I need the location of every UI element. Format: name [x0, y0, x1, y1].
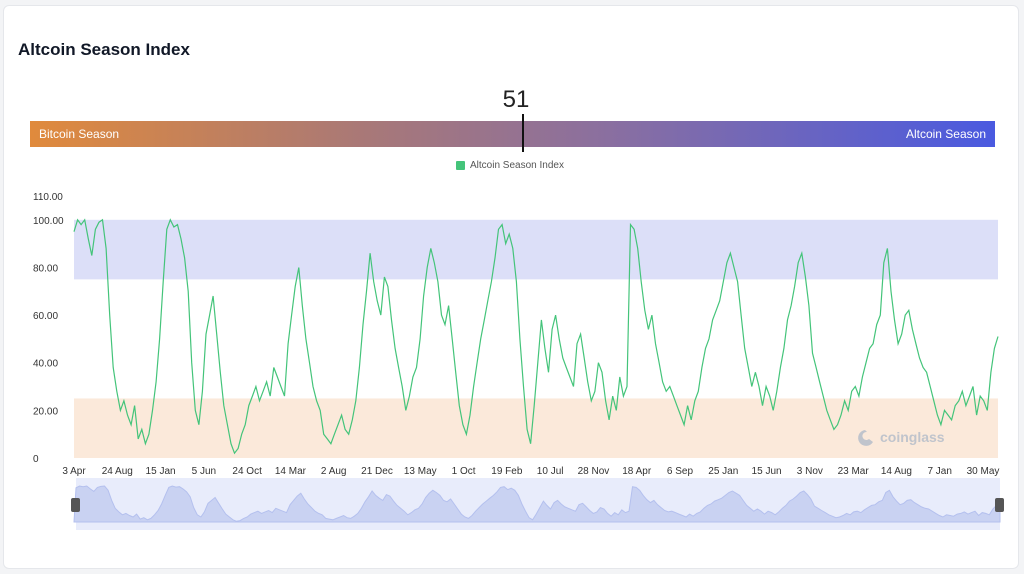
x-tick-label: 21 Dec — [361, 466, 393, 477]
y-tick-label: 100.00 — [33, 216, 64, 227]
x-tick-label: 15 Jan — [146, 466, 176, 477]
y-tick-label: 0 — [33, 454, 39, 465]
season-gradient-bar: Bitcoin Season Altcoin Season — [30, 121, 995, 147]
x-tick-label: 1 Oct — [452, 466, 476, 477]
bitcoin-season-zone — [74, 398, 998, 458]
card-title: Altcoin Season Index — [18, 40, 190, 59]
x-tick-label: 3 Nov — [797, 466, 823, 477]
x-tick-label: 7 Jan — [927, 466, 951, 477]
navigator-handle-left[interactable] — [71, 498, 80, 512]
altcoin-season-label: Altcoin Season — [905, 127, 986, 141]
series-line-altcoin-season-index — [73, 218, 999, 455]
watermark-text: coinglass — [880, 429, 945, 445]
x-tick-label: 14 Mar — [275, 466, 307, 477]
y-tick-label: 110.00 — [33, 192, 63, 203]
altcoin-season-zone — [74, 219, 998, 280]
x-tick-label: 24 Oct — [232, 466, 262, 477]
x-tick-label: 19 Feb — [491, 466, 523, 477]
navigator-handle-right[interactable] — [995, 498, 1004, 512]
current-index-value: 51 — [502, 86, 530, 113]
range-navigator[interactable] — [71, 478, 1004, 530]
legend-swatch — [456, 161, 465, 170]
x-tick-label: 2 Aug — [321, 466, 347, 477]
coinglass-logo-icon — [858, 430, 873, 446]
altcoin-season-card: Altcoin Season Index 51 — [3, 5, 1019, 569]
current-value-marker — [522, 114, 524, 152]
x-tick-label: 15 Jun — [752, 466, 782, 477]
navigator-area — [73, 485, 1001, 523]
y-axis: 0 20.00 40.00 60.00 80.00 100.00 110.00 — [33, 192, 64, 465]
y-tick-label: 80.00 — [33, 263, 58, 274]
x-tick-label: 28 Nov — [578, 466, 610, 477]
y-tick-label: 20.00 — [33, 406, 58, 417]
legend-label: Altcoin Season Index — [470, 160, 564, 171]
x-tick-label: 25 Jan — [708, 466, 738, 477]
x-tick-label: 13 May — [404, 466, 437, 477]
y-tick-label: 40.00 — [33, 359, 58, 370]
chart-legend[interactable]: Altcoin Season Index — [456, 160, 564, 171]
x-tick-label: 5 Jun — [192, 466, 216, 477]
x-tick-label: 30 May — [967, 466, 1000, 477]
bitcoin-season-label: Bitcoin Season — [39, 127, 120, 141]
x-tick-label: 18 Apr — [622, 466, 652, 477]
x-tick-label: 14 Aug — [881, 466, 912, 477]
x-axis: 3 Apr 24 Aug 15 Jan 5 Jun 24 Oct 14 Mar 2 Aug 2… — [62, 466, 999, 477]
chart-zones — [74, 219, 998, 458]
x-tick-label: 10 Jul — [537, 466, 564, 477]
x-tick-label: 6 Sep — [667, 466, 694, 477]
y-tick-label: 60.00 — [33, 311, 58, 322]
x-tick-label: 24 Aug — [102, 466, 133, 477]
watermark: coinglass — [858, 429, 945, 446]
x-tick-label: 3 Apr — [62, 466, 86, 477]
x-tick-label: 23 Mar — [838, 466, 870, 477]
